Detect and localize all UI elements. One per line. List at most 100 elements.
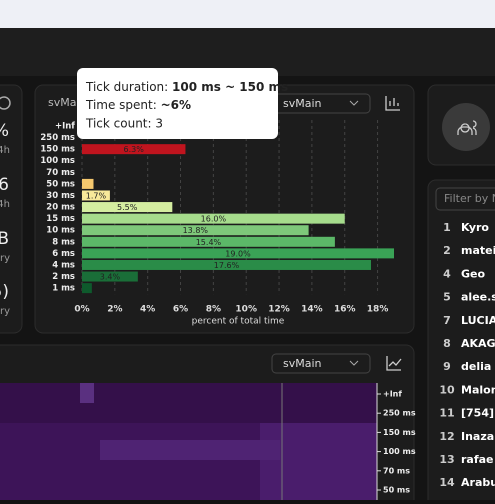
player-name: rafae [461, 453, 494, 466]
tooltip-label: Tick duration: [85, 80, 172, 94]
users-icon [457, 120, 477, 135]
browser-bar [0, 0, 495, 28]
heatmap-y-label: 50 ms [383, 486, 410, 495]
x-tick-label: 10% [235, 305, 257, 315]
y-tick-label: 10 ms [46, 226, 75, 236]
y-tick-label: 6 ms [52, 249, 75, 259]
stat-fragment: ry [0, 306, 10, 317]
heatmap-y-label: 100 ms [383, 447, 416, 456]
stats-panel [0, 84, 23, 334]
x-tick-label: 18% [367, 305, 389, 315]
stat-fragment: % [0, 121, 9, 141]
y-tick-label: 150 ms [40, 145, 75, 155]
server-label: svMai [48, 96, 80, 109]
chevron [349, 360, 359, 366]
player-rank: 13 [439, 453, 454, 466]
x-axis-title: percent of total time [192, 317, 285, 327]
bar [82, 283, 92, 294]
x-tick-label: 8% [206, 305, 221, 315]
y-tick-label: +Inf [55, 122, 75, 132]
player-name: Malon [461, 383, 495, 396]
y-tick-label: 70 ms [46, 168, 75, 178]
line-icon[interactable] [386, 356, 402, 371]
bar [82, 144, 186, 155]
player-name: Geo [461, 267, 485, 280]
tooltip-value: 100 ms ~ 150 ms [172, 80, 288, 94]
player-rank: 11 [439, 407, 454, 420]
player-rank: 9 [443, 360, 451, 373]
chart-icon[interactable] [385, 96, 400, 111]
y-tick-label: 250 ms [40, 133, 75, 143]
heatmap-y-label: 250 ms [383, 409, 416, 418]
heatmap-y-label: 70 ms [383, 466, 410, 475]
x-tick-label: 2% [107, 305, 122, 315]
player-rank: 12 [439, 430, 454, 443]
heatmap-select[interactable] [271, 353, 371, 374]
y-tick-label: 2 ms [52, 272, 75, 282]
bar-label: 5.5% [117, 203, 138, 212]
select-text: svMain [283, 357, 322, 370]
player-name: LUCIA [461, 314, 495, 327]
y-tick-label: 100 ms [40, 156, 75, 166]
player-name: Inaza [461, 430, 494, 443]
bar-label: 15.4% [196, 238, 222, 247]
player-name: [754] R [461, 407, 495, 420]
player-rank: 14 [439, 476, 455, 489]
stat-fragment: 6 [0, 175, 9, 195]
player-rank: 5 [443, 291, 451, 304]
bar-label: 13.8% [183, 226, 209, 235]
y-tick-label: 8 ms [52, 237, 75, 247]
heatmap-y-label: +Inf [383, 390, 402, 399]
heatmap-band [0, 383, 377, 423]
player-rank: 4 [443, 267, 451, 280]
heatmap-band [100, 440, 280, 460]
gauge-icon [0, 96, 11, 110]
x-tick-label: 14% [301, 305, 323, 315]
bar-label: 16.0% [201, 215, 227, 224]
y-tick-label: 15 ms [46, 214, 75, 224]
heatmap-axis-labels: +Inf 250 ms 150 ms 100 ms 70 ms 50 ms [377, 390, 416, 495]
player-name: Kyro [461, 221, 489, 234]
x-tick-label: 12% [268, 305, 290, 315]
player-rank: 7 [443, 314, 451, 327]
stat-fragment: 4h [0, 145, 10, 156]
filter-input[interactable] [435, 187, 495, 211]
tooltip-line: Tick count: 3 [85, 117, 163, 131]
bar-label: 6.3% [124, 145, 145, 154]
x-tick-label: 16% [334, 305, 356, 315]
player-name: alee.st [461, 291, 495, 304]
y-tick-label: 50 ms [46, 179, 75, 189]
player-rank: 8 [443, 337, 451, 350]
tooltip [77, 68, 278, 139]
x-tick-label: 6% [173, 305, 188, 315]
player-rank: 1 [443, 221, 451, 234]
stat-fragment: 4h [0, 199, 10, 210]
heatmap-y-label: 150 ms [383, 428, 416, 437]
bar-label: 17.6% [214, 261, 240, 270]
y-tick-label: 4 ms [52, 260, 75, 270]
tooltip-line: Tick duration: 100 ms ~ 150 ms [85, 80, 288, 94]
tooltip-value: ~6% [161, 98, 191, 112]
bar-label: 19.0% [225, 249, 251, 258]
stat-fragment: 5) [0, 282, 9, 302]
bar-label: 1.7% [86, 191, 107, 200]
bar-label: 3.4% [100, 273, 121, 282]
filter-placeholder: Filter by N [444, 192, 495, 205]
bar [82, 259, 372, 270]
heatmap-cell [80, 383, 94, 403]
tooltip-line: Time spent: ~6% [85, 98, 191, 112]
stat-fragment: B [0, 229, 9, 249]
bar-chart: 0% 2% 4% 6% 8% 10% 12% 14% 16% 18% percent of tota… [40, 120, 394, 327]
player-name: AKAGI [461, 337, 495, 350]
chevron [349, 100, 359, 106]
x-tick-label: 4% [140, 305, 155, 315]
player-rank: 10 [439, 383, 455, 396]
bar [82, 213, 345, 224]
y-tick-label: 20 ms [46, 203, 75, 213]
stat-fragment: ry [0, 253, 10, 264]
player-name: delia [461, 360, 491, 373]
bar [82, 178, 94, 189]
tooltip-label: Time spent: [85, 98, 161, 112]
player-rank: 2 [443, 244, 451, 257]
y-tick-label: 30 ms [46, 191, 75, 201]
